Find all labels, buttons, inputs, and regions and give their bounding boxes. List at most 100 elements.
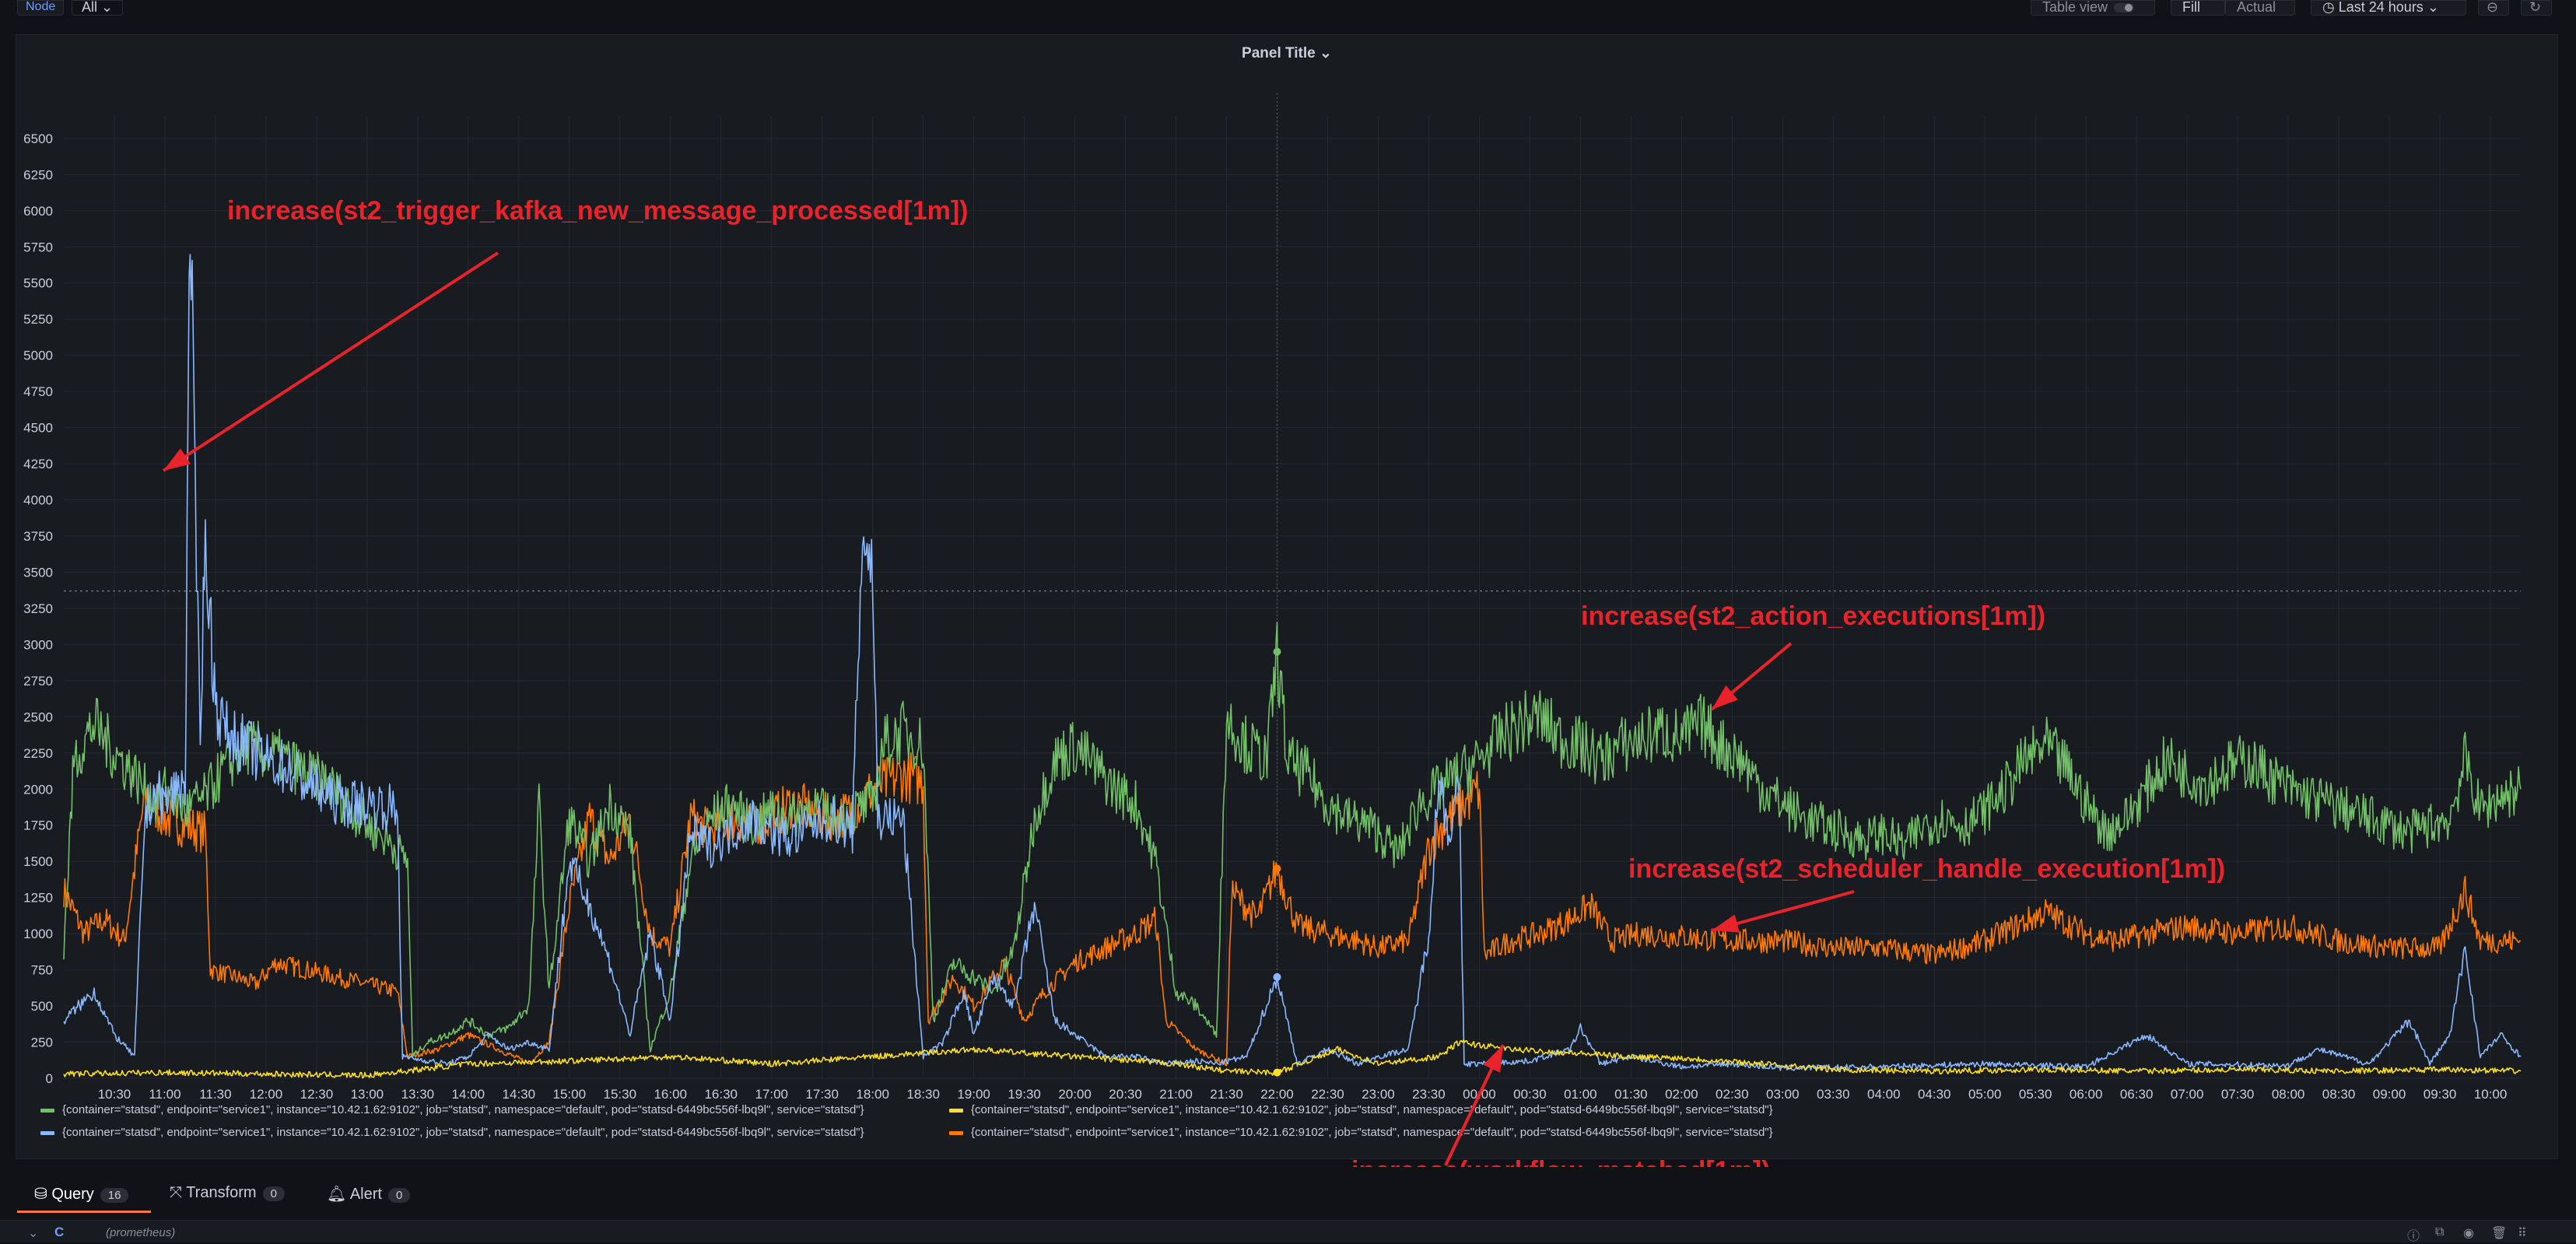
table-view-toggle[interactable]: Table view: [2031, 0, 2155, 16]
annotation-label: increase(st2_action_executions[1m]): [1581, 601, 2045, 631]
time-series-chart: 0 250 500 750 1000 1250 1500 1750 2000 2250 2500 27…: [23, 93, 2522, 1167]
y-tick-label: 3250: [23, 601, 53, 616]
annotation-label: increase(workflow_matched[1m]): [1351, 1156, 1771, 1167]
y-tick-label: 2250: [23, 746, 53, 761]
y-tick-label: 5500: [23, 276, 53, 291]
hover-point: [1273, 972, 1281, 981]
y-tick-label: 250: [31, 1035, 53, 1050]
x-tick-label: 04:00: [1867, 1087, 1901, 1102]
tab-alert[interactable]: 🔔︎ Alert 0: [327, 1184, 411, 1204]
x-tick-label: 20:30: [1109, 1087, 1142, 1102]
y-tick-label: 1500: [23, 854, 53, 869]
variable-label: Node: [17, 0, 65, 16]
transform-icon: ⤧: [170, 1184, 182, 1201]
x-tick-label: 18:00: [856, 1087, 889, 1102]
y-tick-label: 0: [46, 1071, 53, 1086]
series-line-action-executions: [63, 622, 2522, 1058]
toggle-switch[interactable]: [2114, 3, 2135, 13]
x-tick-label: 11:00: [149, 1087, 180, 1102]
refresh-icon[interactable]: ↻: [2521, 0, 2552, 16]
series-line-scheduler-handle: [63, 752, 2522, 1067]
zoom-out-icon[interactable]: ⊖: [2478, 0, 2509, 16]
x-tick-label: 22:00: [1260, 1087, 1294, 1102]
x-tick-label: 14:00: [452, 1087, 485, 1102]
query-datasource: (prometheus): [106, 1226, 176, 1239]
x-tick-label: 06:00: [2070, 1087, 2103, 1102]
x-tick-label: 08:30: [2322, 1087, 2356, 1102]
fill-button[interactable]: Fill: [2171, 0, 2225, 16]
y-tick-label: 4750: [23, 384, 53, 399]
y-tick-label: 5250: [23, 312, 53, 327]
x-tick-label: 21:30: [1210, 1087, 1243, 1102]
hover-point: [1273, 647, 1281, 656]
y-tick-label: 4500: [23, 421, 53, 436]
annotation-arrowhead: [1483, 1045, 1503, 1073]
annotation-label: increase(st2_trigger_kafka_new_message_p…: [227, 196, 969, 226]
x-tick-label: 15:30: [604, 1087, 637, 1102]
x-tick-label: 20:00: [1058, 1087, 1092, 1102]
hover-point: [1273, 864, 1281, 873]
legend-swatch: [949, 1131, 963, 1135]
y-tick-label: 6500: [23, 131, 53, 146]
y-tick-label: 1000: [23, 927, 53, 941]
hover-point: [1273, 1068, 1281, 1077]
tab-label: Alert: [349, 1186, 382, 1203]
y-tick-label: 5000: [23, 349, 53, 363]
x-tick-label: 12:00: [250, 1087, 283, 1102]
legend-swatch: [40, 1131, 54, 1135]
tab-transform[interactable]: ⤧ Transform 0: [170, 1184, 285, 1202]
active-tab-indicator: [17, 1211, 151, 1213]
drag-handle-icon[interactable]: ⠿: [2518, 1227, 2527, 1240]
actual-button[interactable]: Actual: [2225, 0, 2295, 16]
help-icon[interactable]: ⓘ: [2407, 1230, 2420, 1243]
x-tick-label: 19:30: [1008, 1087, 1041, 1102]
x-tick-label: 02:00: [1665, 1087, 1698, 1102]
x-tick-label: 22:30: [1311, 1087, 1344, 1102]
x-tick-label: 13:30: [401, 1087, 435, 1102]
duplicate-icon[interactable]: ⧉: [2435, 1225, 2445, 1239]
x-tick-label: 23:00: [1362, 1087, 1395, 1102]
y-tick-label: 750: [31, 963, 53, 978]
legend-entry: {container="statsd", endpoint="service1"…: [971, 1103, 1773, 1116]
tab-label: Query: [51, 1186, 94, 1203]
tab-count: 0: [262, 1186, 285, 1201]
tab-query[interactable]: ⛁ Query 16: [34, 1184, 129, 1204]
legend-entry: {container="statsd", endpoint="service1"…: [62, 1126, 864, 1139]
eye-icon[interactable]: ◉: [2463, 1227, 2474, 1240]
legend-swatch: [949, 1109, 963, 1113]
x-tick-label: 02:30: [1716, 1087, 1749, 1102]
chevron-down-icon: ⌄: [101, 0, 114, 15]
query-ref: C: [54, 1225, 65, 1239]
database-icon: ⛁: [34, 1186, 47, 1203]
y-tick-label: 2000: [23, 782, 53, 797]
x-tick-label: 00:30: [1513, 1087, 1547, 1102]
y-tick-label: 1250: [23, 891, 53, 906]
variable-select[interactable]: All ⌄: [72, 0, 124, 16]
annotation-arrowhead: [1712, 914, 1740, 933]
x-tick-label: 10:30: [98, 1087, 131, 1102]
y-tick-label: 6000: [23, 204, 53, 219]
bell-icon: 🔔︎: [327, 1186, 347, 1203]
x-tick-label: 03:30: [1817, 1087, 1850, 1102]
x-tick-label: 05:00: [1968, 1087, 2002, 1102]
time-range-label: Last 24 hours: [2338, 0, 2424, 15]
trash-icon[interactable]: 🗑︎: [2491, 1227, 2508, 1240]
collapse-icon[interactable]: ⌄: [28, 1227, 39, 1240]
x-tick-label: 04:30: [1918, 1087, 1951, 1102]
x-tick-label: 10:00: [2474, 1087, 2508, 1102]
x-tick-label: 23:30: [1412, 1087, 1446, 1102]
x-tick-label: 15:00: [553, 1087, 587, 1102]
x-tick-label: 09:30: [2424, 1087, 2457, 1102]
panel-title[interactable]: Panel Title ⌄: [16, 44, 2557, 62]
chevron-down-icon: ⌄: [1320, 45, 1332, 61]
x-tick-label: 16:30: [704, 1087, 738, 1102]
x-tick-label: 05:30: [2019, 1087, 2052, 1102]
x-tick-label: 09:00: [2373, 1087, 2406, 1102]
time-range-picker[interactable]: ◷ Last 24 hours ⌄: [2311, 0, 2466, 16]
panel-title-text: Panel Title: [1242, 45, 1316, 61]
legend-swatch: [40, 1109, 54, 1113]
y-tick-label: 2750: [23, 674, 53, 689]
x-tick-label: 17:30: [805, 1087, 839, 1102]
graph-panel: Panel Title ⌄: [16, 34, 2558, 1159]
query-row[interactable]: ⌄ C (prometheus) ⓘ ⧉ ◉ 🗑︎ ⠿: [0, 1220, 2576, 1243]
